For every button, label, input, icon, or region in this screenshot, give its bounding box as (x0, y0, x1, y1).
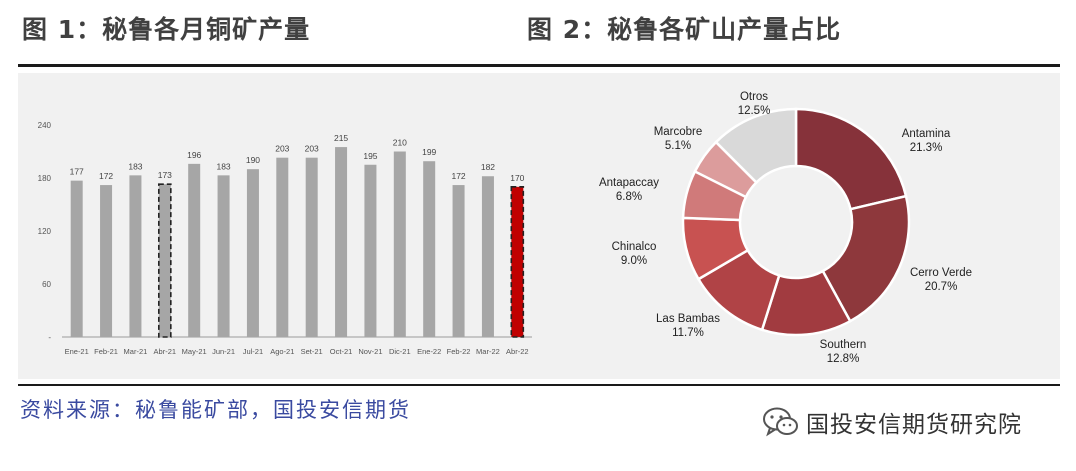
brand-watermark: 国投安信期货研究院 (762, 405, 1022, 439)
source-note: 资料来源：秘鲁能矿部，国投安信期货 (20, 398, 411, 422)
top-divider (18, 64, 1060, 67)
bottom-divider (18, 384, 1060, 386)
chart-panel (18, 73, 1060, 379)
wechat-icon (762, 406, 800, 438)
figure-2-title: 图 2：秘鲁各矿山产量占比 (527, 15, 842, 44)
brand-name: 国投安信期货研究院 (806, 412, 1022, 438)
figure-1-title: 图 1：秘鲁各月铜矿产量 (22, 15, 311, 44)
